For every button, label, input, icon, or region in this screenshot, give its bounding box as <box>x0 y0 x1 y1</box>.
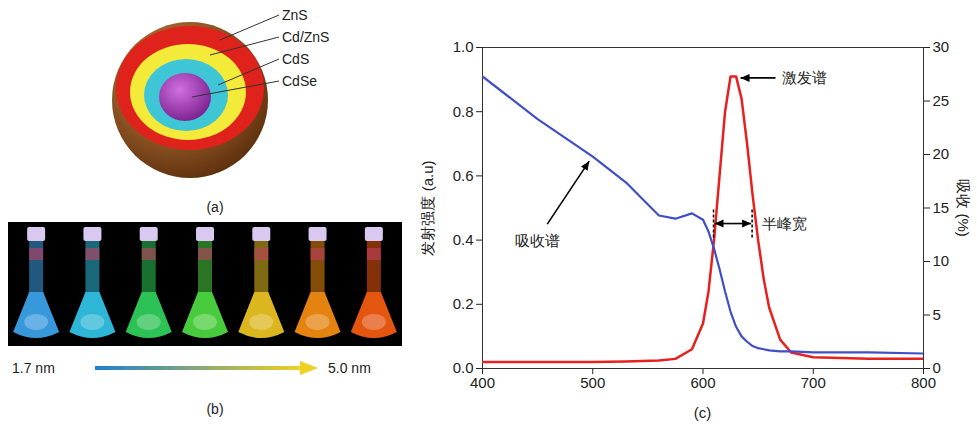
svg-text:CdS: CdS <box>282 51 309 67</box>
svg-text:0: 0 <box>933 359 941 376</box>
svg-text:激发谱: 激发谱 <box>782 69 827 86</box>
svg-text:0.6: 0.6 <box>453 167 474 184</box>
svg-text:600: 600 <box>690 374 715 391</box>
svg-text:30: 30 <box>933 38 950 55</box>
svg-text:Cd/ZnS: Cd/ZnS <box>282 29 329 45</box>
svg-text:(b): (b) <box>206 401 223 417</box>
svg-text:5: 5 <box>933 306 941 323</box>
svg-text:1.0: 1.0 <box>453 38 474 55</box>
svg-text:500: 500 <box>580 374 605 391</box>
svg-text:半峰宽: 半峰宽 <box>762 215 807 232</box>
svg-text:15: 15 <box>933 199 950 216</box>
svg-text:0.4: 0.4 <box>453 231 474 248</box>
svg-text:0.0: 0.0 <box>452 359 474 377</box>
svg-text:0.8: 0.8 <box>453 103 474 120</box>
svg-text:400: 400 <box>470 374 495 391</box>
svg-text:20: 20 <box>933 145 950 162</box>
svg-text:800: 800 <box>911 374 936 391</box>
svg-text:CdSe: CdSe <box>282 73 317 89</box>
html-text:吸收 (%): 吸收 (%) <box>954 178 972 237</box>
svg-text:5.0 nm: 5.0 nm <box>328 360 371 376</box>
svg-text:(a): (a) <box>206 199 223 215</box>
html-text:发射强度 (a.u): 发射强度 (a.u) <box>418 160 436 255</box>
svg-text:10: 10 <box>933 252 950 269</box>
svg-text:700: 700 <box>801 374 826 391</box>
html-text:(c): (c) <box>693 404 712 421</box>
svg-text:0.2: 0.2 <box>453 295 474 312</box>
svg-text:吸收谱: 吸收谱 <box>515 232 560 249</box>
svg-text:ZnS: ZnS <box>282 7 308 23</box>
svg-text:1.7 nm: 1.7 nm <box>12 360 55 376</box>
svg-text:25: 25 <box>933 92 950 109</box>
